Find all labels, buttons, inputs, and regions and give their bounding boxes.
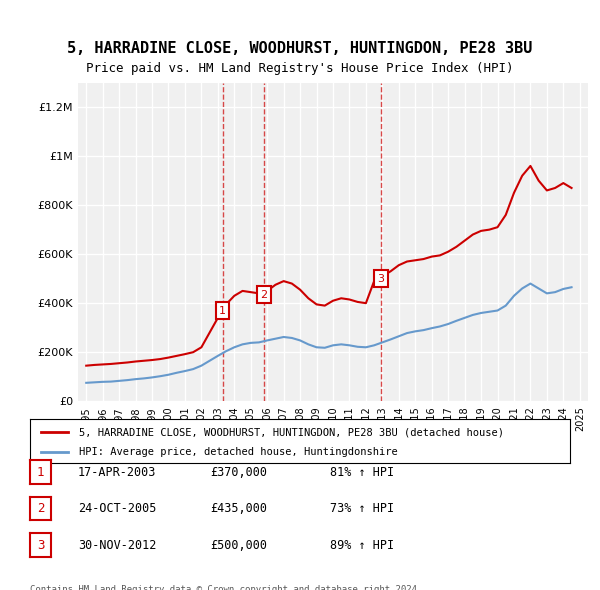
Text: 3: 3: [377, 274, 385, 284]
Text: Price paid vs. HM Land Registry's House Price Index (HPI): Price paid vs. HM Land Registry's House …: [86, 62, 514, 75]
Text: 17-APR-2003: 17-APR-2003: [78, 466, 157, 478]
Text: 24-OCT-2005: 24-OCT-2005: [78, 502, 157, 515]
Text: 2: 2: [37, 502, 44, 515]
Text: 3: 3: [37, 539, 44, 552]
Text: 81% ↑ HPI: 81% ↑ HPI: [330, 466, 394, 478]
Text: HPI: Average price, detached house, Huntingdonshire: HPI: Average price, detached house, Hunt…: [79, 447, 397, 457]
Text: 73% ↑ HPI: 73% ↑ HPI: [330, 502, 394, 515]
Text: Contains HM Land Registry data © Crown copyright and database right 2024.: Contains HM Land Registry data © Crown c…: [30, 585, 422, 590]
Text: £500,000: £500,000: [210, 539, 267, 552]
Text: £370,000: £370,000: [210, 466, 267, 478]
Text: 5, HARRADINE CLOSE, WOODHURST, HUNTINGDON, PE28 3BU: 5, HARRADINE CLOSE, WOODHURST, HUNTINGDO…: [67, 41, 533, 56]
Text: £435,000: £435,000: [210, 502, 267, 515]
Text: 30-NOV-2012: 30-NOV-2012: [78, 539, 157, 552]
Text: 2: 2: [260, 290, 268, 300]
Text: 1: 1: [37, 466, 44, 478]
Text: 1: 1: [219, 306, 226, 316]
Text: 5, HARRADINE CLOSE, WOODHURST, HUNTINGDON, PE28 3BU (detached house): 5, HARRADINE CLOSE, WOODHURST, HUNTINGDO…: [79, 427, 503, 437]
Text: 89% ↑ HPI: 89% ↑ HPI: [330, 539, 394, 552]
